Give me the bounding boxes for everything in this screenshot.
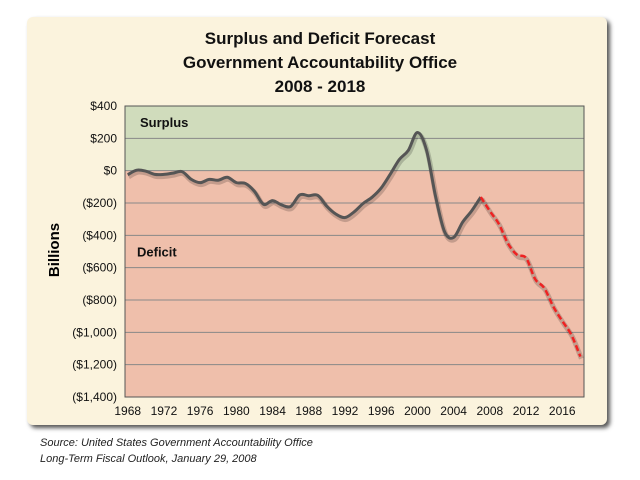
series-line-historical: [126, 131, 483, 240]
chart-title-line-1: Surplus and Deficit Forecast: [204, 29, 436, 48]
y-tick-label: ($600): [82, 261, 117, 275]
x-tick-label: 2016: [549, 404, 576, 418]
source-line-2: Long-Term Fiscal Outlook, January 29, 20…: [40, 453, 257, 465]
deficit-label: Deficit: [137, 245, 177, 260]
y-tick-label: ($1,000): [72, 325, 117, 339]
y-tick-label: ($200): [82, 196, 117, 210]
y-tick-label: $200: [90, 131, 117, 145]
x-tick-label: 1968: [114, 404, 141, 418]
x-tick-label: 2008: [476, 404, 503, 418]
y-tick-label: ($400): [82, 228, 117, 242]
y-tick-label: $0: [104, 164, 118, 178]
plot-border: [124, 105, 585, 398]
source-line-1: Source: United States Government Account…: [40, 437, 313, 449]
y-tick-label: ($1,200): [72, 358, 117, 372]
region-deficit: [125, 170, 584, 397]
chart-title-line-2: Government Accountability Office: [182, 53, 458, 72]
x-tick-label: 1988: [295, 404, 322, 418]
x-tick-label: 1996: [368, 404, 395, 418]
x-tick-label: 2004: [440, 404, 467, 418]
x-tick-label: 1972: [151, 404, 178, 418]
x-tick-label: 1980: [223, 404, 250, 418]
x-tick-label: 1992: [332, 404, 359, 418]
y-tick-label: $400: [90, 99, 117, 113]
y-tick-label: ($800): [82, 293, 117, 307]
x-tick-label: 1976: [187, 404, 214, 418]
surplus-label: Surplus: [140, 115, 188, 130]
x-tick-label: 2012: [513, 404, 540, 418]
x-tick-label: 2000: [404, 404, 431, 418]
series-line-forecast: [479, 196, 582, 358]
x-tick-label: 1984: [259, 404, 286, 418]
chart-title-line-3: 2008 - 2018: [274, 77, 366, 96]
y-tick-label: ($1,400): [72, 390, 117, 404]
